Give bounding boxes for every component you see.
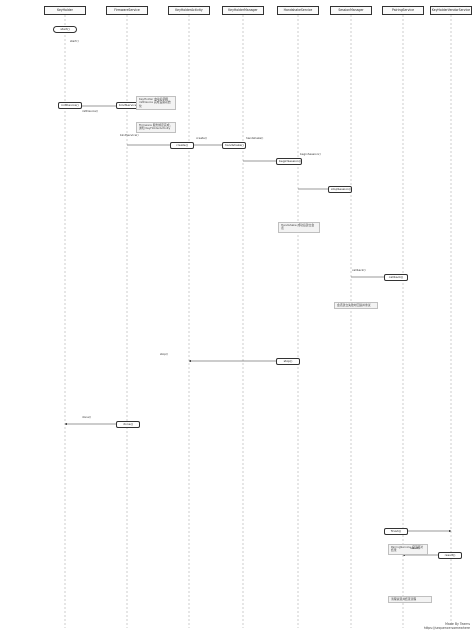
- lane-header: SessionManager: [330, 6, 372, 15]
- result-box: result(): [438, 552, 462, 559]
- message-label: result(): [410, 546, 421, 550]
- note: 会话建立失败时回退并重试: [334, 302, 378, 310]
- message-label: create(): [196, 136, 208, 140]
- message-label: initDevice(): [82, 109, 99, 113]
- footer-line: Made By Teams: [445, 622, 470, 626]
- begin-session-box: beginSession(): [276, 158, 302, 165]
- lane-header: HandshakeService: [277, 6, 319, 15]
- note: 清理资源并结束流程: [388, 596, 432, 604]
- lane-header: KeyHolderManager: [222, 6, 264, 15]
- message-label: done(): [82, 415, 92, 419]
- start-box: start(): [53, 26, 77, 33]
- lane-header: FirmwareService: [106, 6, 148, 15]
- lane-header: PairingService: [382, 6, 424, 15]
- note: KeyHolder 启动后调用 initDevice 完成设备初始化: [136, 96, 176, 110]
- stop-box: stop(): [276, 358, 300, 365]
- finish-box: finish(): [384, 528, 408, 535]
- lane-header: KeyHolder: [44, 6, 86, 15]
- message-label: stop(): [160, 352, 169, 356]
- note: PairingService 返回配对结果: [388, 544, 428, 555]
- message-label: callback(): [352, 268, 366, 272]
- message-label: handshake(): [246, 136, 264, 140]
- init-device-box: initDevice(): [58, 102, 82, 109]
- callback-box: callback(): [384, 274, 408, 281]
- footer: Made By Teams https://sequence.somewhere: [424, 622, 470, 630]
- message-label: bindService(): [120, 133, 139, 137]
- lane-header: KeyHolderVendorService: [430, 6, 472, 15]
- handshake-box: handshake(): [222, 142, 246, 149]
- lane-header: KeyHolderActivity: [168, 6, 210, 15]
- done-box: done(): [116, 421, 140, 428]
- footer-line: https://sequence.somewhere: [423, 626, 470, 630]
- stop-session-box: stopSession(): [328, 186, 352, 193]
- create-box: create(): [170, 142, 194, 149]
- message-label: start(): [70, 39, 79, 43]
- note: Handshake 成功后建立会话: [278, 222, 320, 233]
- note: Firmware 服务绑定完成，通知 KeyHolderActivity: [136, 122, 176, 133]
- message-label: beginSession(): [300, 152, 321, 156]
